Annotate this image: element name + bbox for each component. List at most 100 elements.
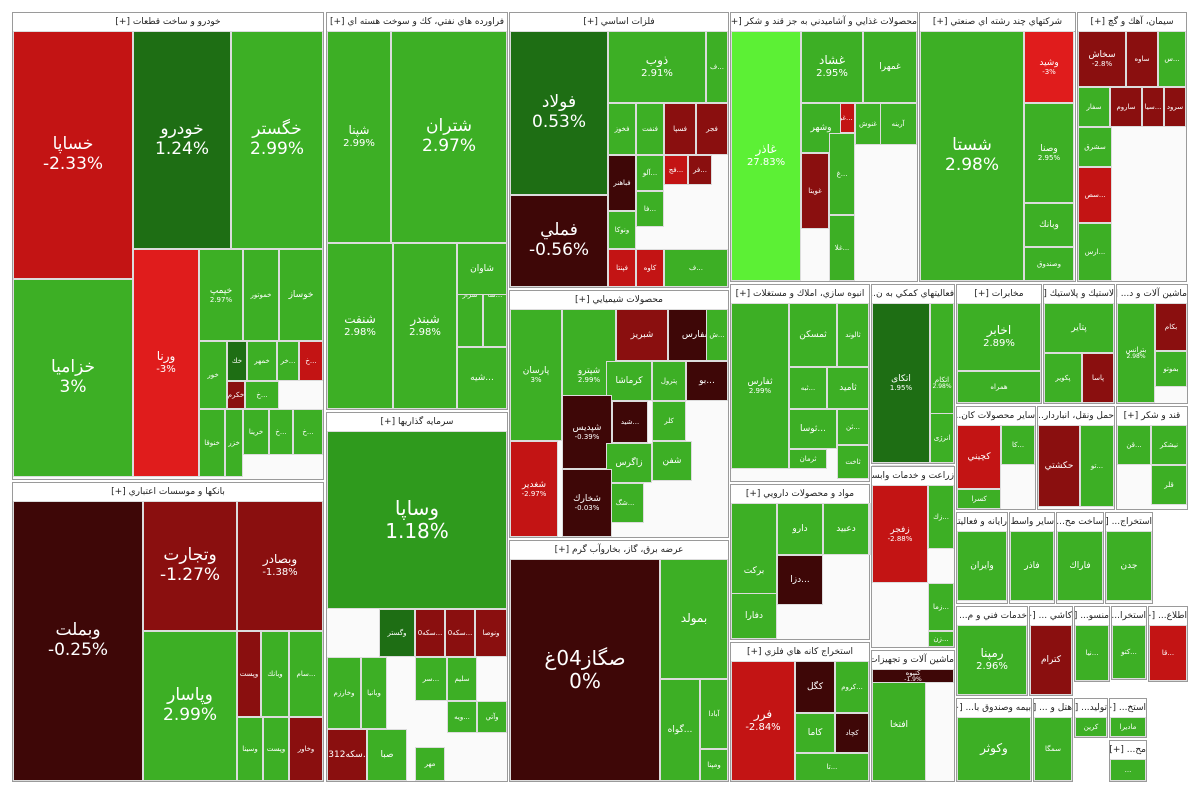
sector-pharma[interactable]: مواد و محصولات دارويي [+] بركت دارو دعبيد دا… — [730, 484, 871, 640]
stock-tile-خ[interactable]: ...خ — [293, 409, 323, 455]
sector-header[interactable]: ماشين آلات و تجهيزات [+] — [872, 651, 954, 670]
stock-tile-رمپنا[interactable]: رمپنا 2.96% — [957, 625, 1027, 695]
stock-tile-آرينه[interactable]: آرينه — [879, 103, 917, 145]
stock-tile-كسرا[interactable]: كسرا — [957, 489, 1001, 509]
stock-tile-شنفت[interactable]: شنفت 2.98% — [327, 243, 393, 409]
sector-multi-industry[interactable]: شركتهاي چند رشته اي صنعتي [+] شستا 2.98% وش… — [919, 12, 1076, 282]
sector-manufacturing[interactable]: توليد... [+] كرين — [1074, 698, 1108, 738]
stock-tile-كاما[interactable]: كاما — [795, 713, 835, 753]
stock-tile-دزا[interactable]: ...دزا — [777, 555, 823, 605]
stock-tile-سليم[interactable]: سليم — [447, 657, 477, 701]
stock-tile-كروم[interactable]: ...كروم — [835, 661, 869, 713]
stock-tile-ش[interactable]: ...ش — [706, 309, 728, 361]
stock-tile-خپمپ[interactable]: خپمپ 2.97% — [199, 249, 243, 341]
stock-tile-پاسا[interactable]: پاسا — [1082, 353, 1114, 403]
sector-extraction-1[interactable]: استخراج... [+] جدن — [1105, 512, 1153, 604]
stock-tile-وخاور[interactable]: وخاور — [289, 717, 323, 781]
stock-tile-ثمسكن[interactable]: ثمسكن — [789, 303, 837, 367]
stock-tile-سيا[interactable]: ...سيا — [1142, 87, 1164, 127]
sector-extraction-3[interactable]: استخ... [+] ماديرا — [1109, 698, 1147, 738]
stock-tile-وآتي[interactable]: وآتي — [477, 701, 507, 733]
stock-tile-فجر[interactable]: فجر — [696, 103, 728, 155]
sector-header[interactable]: مواد و محصولات دارويي [+] — [731, 485, 869, 504]
stock-tile-همراه[interactable]: همراه — [957, 371, 1041, 403]
sector-header[interactable]: زراعت و خدمات وابسته [+] — [872, 467, 954, 486]
stock-tile-اخابر[interactable]: اخابر 2.89% — [957, 303, 1041, 371]
stock-tile-وبملت[interactable]: وبملت -0.25% — [13, 501, 143, 781]
stock-tile-سرود[interactable]: سرود — [1164, 87, 1186, 127]
sector-header[interactable]: خدمات فني و م... [+] — [957, 607, 1027, 626]
sector-header[interactable]: اطلاع... [+] — [1149, 607, 1187, 626]
sector-header[interactable]: بيمه وصندوق با... [+] — [957, 699, 1031, 718]
stock-tile-انرژی[interactable]: انرژی — [930, 413, 954, 463]
stock-tile-ساروم[interactable]: ساروم — [1110, 87, 1142, 127]
stock-tile-شيه[interactable]: ...شيه — [457, 347, 507, 409]
sector-metal-ore-mining[interactable]: استخراج كانه هاي فلزي [+] فرر -2.84% كگل...… — [730, 642, 870, 782]
stock-tile-بمولد[interactable]: بمولد — [660, 559, 728, 679]
sector-header[interactable]: فلزات اساسي [+] — [510, 13, 728, 32]
sector-banks[interactable]: بانكها و موسسات اعتباري [+] وبملت -0.25% وت… — [12, 482, 324, 782]
stock-tile-ثاخت[interactable]: ثاخت — [837, 445, 869, 479]
stock-tile-وشيد[interactable]: وشيد -3% — [1024, 31, 1074, 103]
stock-tile-فباهنر[interactable]: فباهنر — [608, 155, 636, 211]
stock-tile-وساپا[interactable]: وساپا 1.18% — [327, 431, 507, 609]
stock-tile-وسينا[interactable]: وسينا — [237, 717, 263, 781]
stock-tile-ف[interactable]: ...ف — [706, 31, 728, 103]
stock-tile-شبريز[interactable]: شبريز — [616, 309, 668, 361]
stock-tile-سمگا[interactable]: سمگا — [1034, 717, 1072, 781]
stock-tile-سكه0312[interactable]: ...سكه0312 — [327, 729, 367, 781]
stock-tile-وصنا[interactable]: وصنا 2.95% — [1024, 103, 1074, 203]
stock-tile-سفار[interactable]: سفار — [1078, 87, 1110, 127]
stock-tile-غشاد[interactable]: غشاد 2.95% — [801, 31, 863, 103]
sector-header[interactable]: فعاليتهاي كمكي به ن... [+] — [872, 285, 954, 304]
stock-tile-خرينا[interactable]: خرينا — [243, 409, 269, 455]
sector-header[interactable]: هتل و ... [+] — [1034, 699, 1072, 718]
sector-header[interactable]: كاشي ... [+] — [1030, 607, 1072, 626]
stock-tile-شغدير[interactable]: شغدير -2.97% — [510, 441, 558, 537]
stock-tile-خگستر[interactable]: خگستر 2.99% — [231, 31, 323, 249]
stock-tile-زفجر[interactable]: زفجر -2.88% — [872, 485, 928, 583]
stock-tile-وتجارت[interactable]: وتجارت -1.27% — [143, 501, 237, 631]
sector-header[interactable]: شركتهاي چند رشته اي صنعتي [+] — [920, 13, 1075, 32]
stock-tile-وصندوق[interactable]: وصندوق — [1024, 247, 1074, 281]
sector-sugar[interactable]: قند و شكر [+] ...قن نيشكر قلر — [1116, 406, 1188, 510]
sector-basic-metals[interactable]: فلزات اساسي [+] فولاد 0.53% فملي -0.56% ذوب 2.… — [509, 12, 729, 288]
stock-tile-خودرو[interactable]: خودرو 1.24% — [133, 31, 231, 249]
sector-chemicals[interactable]: محصولات شيميايي [+] پارسان 3% شپترو 2.99% شبر… — [509, 290, 729, 538]
stock-tile-سام[interactable]: ...سام — [289, 631, 323, 717]
sector-header[interactable]: انبوه سازي، املاك و مستغلات [+] — [731, 285, 869, 304]
sector-cement[interactable]: سيمان، آهك و گچ [+] سخاش -2.8% ساوه ...س سفار… — [1077, 12, 1187, 282]
stock-tile-شپدیس[interactable]: شپدیس -0.39% — [562, 395, 612, 469]
stock-tile-زما[interactable]: ...زما — [928, 583, 954, 631]
stock-tile-ومپنا[interactable]: ومپنا — [700, 749, 728, 781]
sector-header[interactable]: محصولات شيميايي [+] — [510, 291, 728, 310]
stock-tile-خنوقا[interactable]: خنوقا — [199, 409, 225, 477]
stock-tile-بترانس[interactable]: بترانس 2.98% — [1117, 303, 1155, 403]
sector-header[interactable]: استخراج كانه هاي فلزي [+] — [731, 643, 869, 662]
stock-tile-وپاسار[interactable]: وپاسار 2.99% — [143, 631, 237, 781]
stock-tile-شبندر[interactable]: شبندر 2.98% — [393, 243, 457, 409]
stock-tile-ذوب[interactable]: ذوب 2.91% — [608, 31, 706, 103]
stock-tile-ثوسا[interactable]: ...ثوسا — [789, 409, 837, 449]
stock-tile-فنفت[interactable]: فنفت — [636, 103, 664, 155]
stock-tile-پارسان[interactable]: پارسان 3% — [510, 309, 562, 441]
stock-tile-شستا[interactable]: شستا 2.98% — [920, 31, 1024, 281]
stock-tile-فولاد[interactable]: فولاد 0.53% — [510, 31, 608, 195]
sector-machinery[interactable]: ماشين آلات و تجهيزات [+] افتخا كنيوه-1.9% — [871, 650, 955, 782]
stock-tile-تا[interactable]: ...تا — [795, 753, 869, 781]
stock-tile-فا[interactable]: ...فا — [636, 191, 664, 227]
stock-tile-وبانك[interactable]: وبانك — [1024, 203, 1074, 247]
sector-machinery-small[interactable]: ماشين آلات و د... [+] بكام بموتو بترانس2.98… — [1116, 284, 1188, 404]
sector-misc[interactable]: مح... [+]... — [1109, 740, 1147, 782]
stock-tile-قا[interactable]: ...قا — [1149, 625, 1187, 681]
stock-tile-خموتور[interactable]: خموتور — [243, 249, 279, 341]
stock-tile-كرماشا[interactable]: كرماشا — [606, 361, 652, 401]
sector-header[interactable]: استخراج... [+] — [1106, 513, 1152, 532]
stock-tile-وخارزم[interactable]: وخارزم — [327, 657, 361, 729]
sector-petroleum[interactable]: فراورده هاي نفتي، كك و سوخت هسته اي [+] ش… — [326, 12, 508, 410]
stock-tile-ثالوند[interactable]: ثالوند — [837, 303, 869, 367]
stock-tile-س[interactable]: ...س — [1158, 31, 1186, 87]
stock-tile-ورنا[interactable]: ورنا -3% — [133, 249, 199, 477]
sector-header[interactable]: خودرو و ساخت قطعات [+] — [13, 13, 323, 32]
